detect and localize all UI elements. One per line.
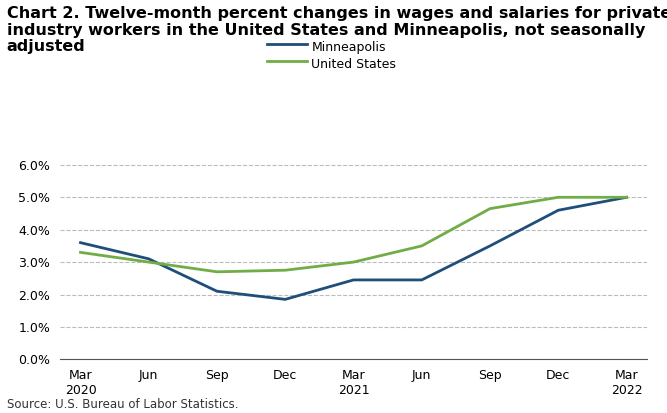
United States bbox=[622, 195, 630, 200]
Minneapolis bbox=[213, 289, 221, 294]
Minneapolis bbox=[622, 195, 630, 200]
United States bbox=[145, 260, 153, 265]
Text: Minneapolis: Minneapolis bbox=[311, 41, 386, 54]
United States bbox=[77, 250, 85, 255]
Text: United States: United States bbox=[311, 58, 396, 71]
Text: adjusted: adjusted bbox=[7, 39, 85, 54]
Minneapolis bbox=[145, 256, 153, 261]
Text: Source: U.S. Bureau of Labor Statistics.: Source: U.S. Bureau of Labor Statistics. bbox=[7, 398, 238, 411]
United States bbox=[281, 268, 289, 273]
Minneapolis bbox=[77, 240, 85, 245]
Text: industry workers in the United States and Minneapolis, not seasonally: industry workers in the United States an… bbox=[7, 23, 645, 38]
Minneapolis bbox=[281, 297, 289, 302]
United States bbox=[554, 195, 562, 200]
Line: United States: United States bbox=[81, 197, 626, 272]
Text: Chart 2. Twelve-month percent changes in wages and salaries for private: Chart 2. Twelve-month percent changes in… bbox=[7, 6, 667, 21]
Minneapolis bbox=[486, 243, 494, 248]
Line: Minneapolis: Minneapolis bbox=[81, 197, 626, 299]
United States bbox=[418, 243, 426, 248]
United States bbox=[486, 206, 494, 211]
Minneapolis bbox=[350, 278, 358, 282]
Minneapolis bbox=[418, 278, 426, 282]
United States bbox=[350, 260, 358, 265]
United States bbox=[213, 269, 221, 274]
Minneapolis bbox=[554, 208, 562, 213]
